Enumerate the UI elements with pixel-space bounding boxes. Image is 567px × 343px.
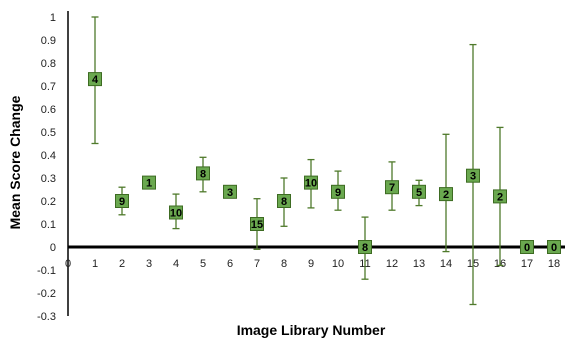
data-point-marker — [196, 166, 210, 181]
x-tick-label: 4 — [173, 258, 179, 270]
data-point-label: 5 — [416, 187, 422, 199]
data-point: 0 — [520, 240, 534, 254]
x-tick-labels: 0 1 2 3 4 5 6 7 8 9 10 11 12 13 14 15 16 17 18 — [65, 258, 560, 270]
data-point-marker — [115, 194, 129, 208]
data-point: 7 — [385, 180, 399, 195]
data-point-label: 8 — [362, 242, 368, 254]
y-tick-label: 0.7 — [41, 81, 56, 93]
data-points: 4 9 1 10 8 3 15 8 10 9 8 7 5 2 3 2 0 0 — [88, 72, 561, 254]
data-point-marker — [169, 205, 183, 220]
data-point-label: 10 — [170, 208, 182, 220]
y-tick-label: 0 — [50, 242, 56, 254]
data-point-marker — [412, 184, 426, 199]
data-point-marker — [142, 175, 156, 190]
data-point-label: 9 — [335, 187, 341, 199]
data-point-label: 4 — [92, 74, 99, 86]
data-point: 3 — [466, 168, 480, 183]
y-tick-label: 0.1 — [41, 219, 56, 231]
y-tick-label: -0.1 — [37, 265, 56, 277]
data-point-marker — [331, 184, 345, 199]
data-point: 10 — [304, 175, 318, 190]
x-tick-label: 13 — [413, 258, 425, 270]
data-point: 1 — [142, 175, 156, 190]
x-tick-label: 5 — [200, 258, 206, 270]
x-tick-label: 1 — [92, 258, 98, 270]
data-point-label: 2 — [497, 191, 503, 203]
data-point: 2 — [439, 187, 453, 202]
axes — [67, 11, 565, 316]
data-point-marker — [304, 175, 318, 190]
data-point-label: 0 — [551, 242, 557, 254]
data-point-marker — [520, 240, 534, 254]
data-point-marker — [466, 168, 480, 183]
data-point-marker — [88, 72, 102, 87]
data-point-marker — [439, 187, 453, 202]
data-point-marker — [547, 240, 561, 254]
data-point-label: 7 — [389, 182, 395, 194]
data-point-marker — [385, 180, 399, 195]
data-point: 8 — [358, 240, 372, 254]
data-point-label: 3 — [227, 187, 233, 199]
data-point-marker — [358, 240, 372, 254]
data-point: 15 — [250, 217, 264, 231]
data-point-label: 10 — [305, 178, 317, 190]
x-tick-label: 14 — [440, 258, 452, 270]
data-point-label: 3 — [470, 171, 476, 183]
x-tick-label: 2 — [119, 258, 125, 270]
y-tick-labels: 1 0.9 0.8 0.7 0.6 0.5 0.4 0.3 0.2 0.1 0 -0.1 -0.2 -0.… — [37, 12, 56, 323]
y-tick-label: 0.5 — [41, 127, 56, 139]
data-point-marker — [223, 184, 237, 199]
data-point: 3 — [223, 184, 237, 199]
data-point: 4 — [88, 72, 102, 87]
data-point-label: 8 — [281, 196, 287, 208]
y-tick-label: 0.6 — [41, 104, 56, 116]
y-tick-label: 0.4 — [41, 150, 56, 162]
data-point-marker — [277, 194, 291, 208]
y-tick-label: -0.3 — [37, 311, 56, 323]
data-point: 9 — [115, 194, 129, 208]
x-tick-label: 10 — [332, 258, 344, 270]
data-point-label: 8 — [200, 168, 206, 180]
x-tick-label: 3 — [146, 258, 152, 270]
data-point-label: 15 — [251, 219, 263, 231]
y-tick-label: 0.8 — [41, 58, 56, 70]
x-tick-label: 8 — [281, 258, 287, 270]
data-point: 0 — [547, 240, 561, 254]
data-point-marker — [493, 189, 507, 204]
x-tick-label: 7 — [254, 258, 260, 270]
x-axis-title: Image Library Number — [237, 322, 386, 338]
y-tick-label: 1 — [50, 12, 56, 24]
data-point: 10 — [169, 205, 183, 220]
data-point-label: 2 — [443, 189, 449, 201]
x-tick-label: 17 — [521, 258, 533, 270]
data-point-label: 1 — [146, 178, 152, 190]
x-tick-label: 18 — [548, 258, 560, 270]
x-tick-label: 0 — [65, 258, 71, 270]
data-point-label: 9 — [119, 196, 125, 208]
data-point: 5 — [412, 184, 426, 199]
y-axis-title: Mean Score Change — [7, 95, 23, 229]
y-tick-label: 0.2 — [41, 196, 56, 208]
data-point-marker — [250, 217, 264, 231]
data-point: 8 — [277, 194, 291, 208]
data-point: 2 — [493, 189, 507, 204]
data-point: 8 — [196, 166, 210, 181]
y-tick-label: 0.3 — [41, 173, 56, 185]
data-point-label: 0 — [524, 242, 530, 254]
x-tick-label: 6 — [227, 258, 233, 270]
x-tick-label: 9 — [308, 258, 314, 270]
x-tick-label: 12 — [386, 258, 398, 270]
data-point: 9 — [331, 184, 345, 199]
y-tick-label: -0.2 — [37, 288, 56, 300]
y-tick-label: 0.9 — [41, 35, 56, 47]
